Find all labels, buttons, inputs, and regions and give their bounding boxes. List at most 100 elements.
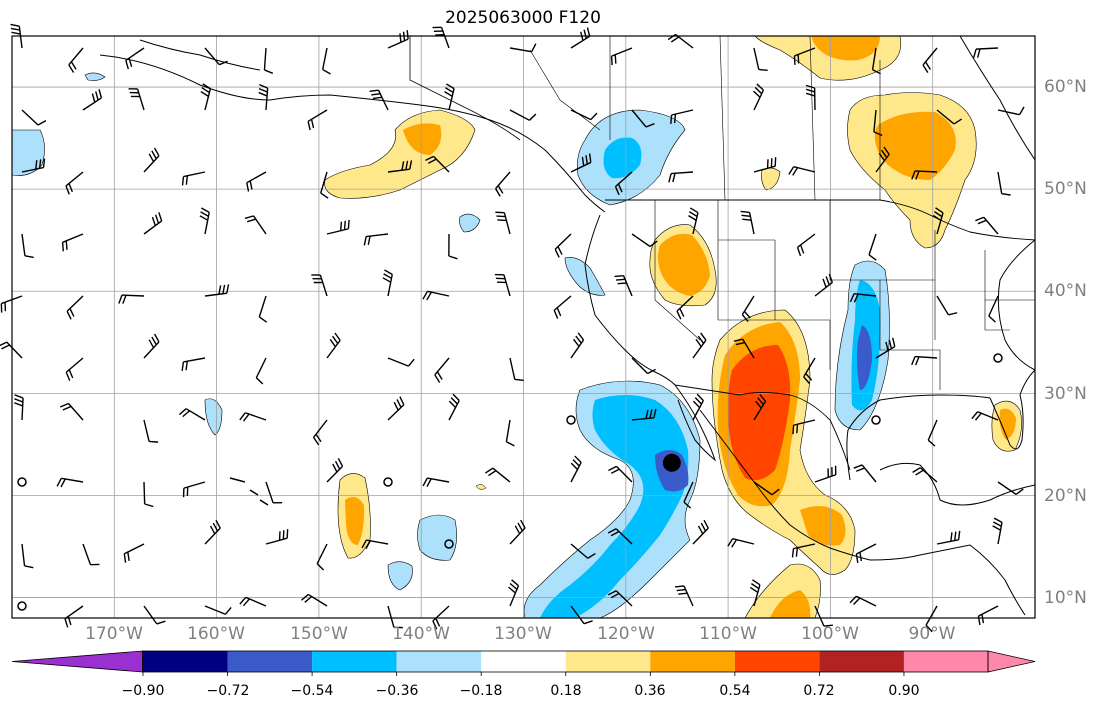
- wind-barb: [674, 585, 694, 607]
- wind-barb: [326, 332, 341, 359]
- lat-label-10: 10°N: [1044, 588, 1087, 608]
- coastlines-and-borders: [99, 35, 1036, 616]
- wind-barb: [570, 455, 582, 483]
- wind-barb: [508, 579, 520, 607]
- wind-barb: [387, 160, 413, 173]
- wind-barb: [509, 109, 537, 121]
- colorbar: [11, 650, 1036, 676]
- wind-barb: [741, 295, 755, 323]
- wind-barb: [143, 481, 154, 508]
- wind-barb: [614, 274, 633, 297]
- wind-barb: [495, 211, 511, 235]
- wind-barb: [793, 47, 816, 65]
- coastline-baja: [674, 384, 717, 462]
- contour-neg-small-2: [459, 213, 481, 233]
- wind-barb: [66, 295, 84, 320]
- wind-barb: [239, 412, 267, 422]
- wind-barb: [255, 357, 267, 385]
- wind-barb: [753, 157, 777, 173]
- wind-barb: [143, 333, 160, 359]
- wind-barb: [788, 166, 816, 176]
- wind-barb: [868, 233, 877, 261]
- wind-barb: [59, 402, 84, 421]
- wind-barb: [312, 419, 328, 446]
- lat-label-30: 30°N: [1044, 384, 1087, 404]
- wind-barb: [204, 605, 232, 615]
- wind-barb: [932, 207, 944, 235]
- wind-barb: [307, 109, 328, 131]
- wind-barb: [444, 83, 455, 111]
- wind-barb: [614, 171, 633, 196]
- wind-barb: [509, 519, 526, 545]
- border-us-canada: [605, 199, 1036, 241]
- wind-barb: [683, 481, 694, 509]
- wind-barb: [17, 477, 27, 487]
- wind-barb: [509, 357, 524, 382]
- wind-barb: [792, 419, 816, 435]
- wind-barb: [631, 408, 657, 421]
- wind-barb: [936, 530, 961, 545]
- wind-barb: [608, 465, 633, 483]
- wind-barb: [875, 146, 890, 173]
- wind-barb: [749, 579, 761, 607]
- wind-barb: [21, 109, 47, 126]
- wind-barb: [199, 207, 210, 235]
- coastline-florida: [989, 369, 1036, 450]
- coastline-central-america: [869, 544, 1026, 616]
- wind-barb: [922, 47, 938, 73]
- wind-barb: [692, 393, 705, 421]
- cb-tick-4: −0.18: [459, 683, 503, 699]
- contour-pos-nv-inner: [657, 233, 710, 296]
- coastline-alaska: [99, 54, 606, 213]
- contour-pos-florida-inner: [999, 408, 1016, 440]
- wind-barb: [200, 83, 212, 111]
- wind-barb: [82, 543, 100, 566]
- lon-label-160w: 160°W: [187, 624, 245, 644]
- lat-label-20: 20°N: [1044, 486, 1087, 506]
- wind-barb: [326, 458, 344, 483]
- contour-neg-small-3: [564, 257, 606, 296]
- wind-barb: [118, 294, 145, 304]
- wind-barb: [369, 89, 389, 111]
- wind-barb: [244, 215, 267, 235]
- wind-barb: [631, 357, 656, 375]
- wind-barb: [204, 284, 230, 297]
- lon-label-130w: 130°W: [494, 624, 552, 644]
- wind-barb: [448, 393, 460, 421]
- wind-barb: [753, 393, 767, 421]
- colorbar-bin-over: [903, 651, 988, 672]
- state-borders: [654, 200, 1035, 390]
- lon-label-90w: 90°W: [908, 624, 956, 644]
- wind-barb: [494, 171, 511, 197]
- wind-barb: [849, 292, 877, 303]
- wind-barb: [65, 357, 84, 381]
- wind-barb: [668, 171, 694, 183]
- wind-barb: [320, 171, 329, 199]
- contour-pos-canada-inner: [874, 111, 956, 180]
- coastline-alaska-north: [139, 39, 261, 71]
- map-frame: [11, 35, 1036, 619]
- wind-barb: [143, 147, 160, 173]
- wind-barb: [382, 269, 393, 297]
- coastline-east-us: [997, 239, 1036, 371]
- contour-pos-mex-south: [800, 506, 846, 546]
- wind-barb: [925, 605, 938, 633]
- wind-barb: [853, 464, 877, 483]
- wind-barb: [10, 23, 23, 49]
- wind-barb: [484, 467, 511, 483]
- wind-barb: [422, 477, 450, 487]
- contour-pos-alaska-inner: [403, 123, 442, 155]
- wind-barb: [125, 47, 145, 70]
- wind-barbs: [0, 23, 1025, 633]
- cb-tick-5: 0.18: [550, 683, 582, 699]
- wind-barb: [554, 233, 572, 258]
- coastline-gulf: [846, 394, 991, 481]
- lon-label-100w: 100°W: [801, 624, 859, 644]
- wind-barb: [803, 357, 816, 385]
- border-alaska-canada: [409, 36, 521, 141]
- wind-barb: [977, 605, 999, 626]
- wind-barb: [911, 355, 938, 366]
- wind-barb: [570, 109, 598, 121]
- wind-barb: [975, 216, 999, 235]
- lon-label-150w: 150°W: [290, 624, 348, 644]
